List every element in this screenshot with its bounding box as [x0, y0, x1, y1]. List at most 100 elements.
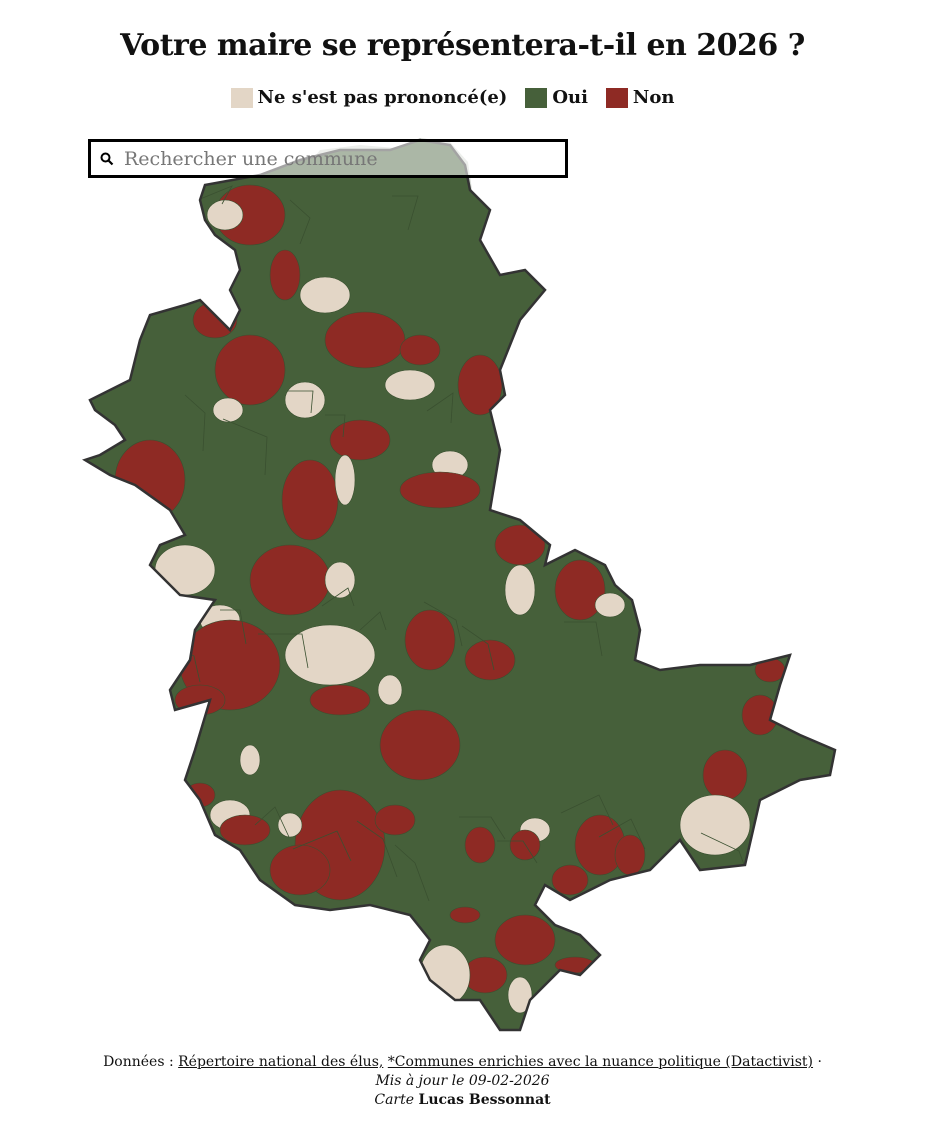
search-box[interactable] — [88, 139, 568, 178]
commune-undecided[interactable] — [594, 592, 626, 618]
commune-no[interactable] — [399, 334, 441, 366]
commune-no[interactable] — [192, 301, 238, 339]
commune-boundary — [598, 818, 646, 850]
commune-no[interactable] — [399, 471, 481, 509]
commune-undecided[interactable] — [679, 794, 751, 856]
commune-undecided[interactable] — [504, 564, 536, 616]
commune-no[interactable] — [404, 609, 456, 671]
commune-no[interactable] — [329, 419, 391, 461]
legend-item-yes: Oui — [525, 87, 588, 108]
commune-no[interactable] — [554, 559, 606, 621]
commune-undecided[interactable] — [324, 561, 356, 599]
commune-undecided[interactable] — [277, 812, 303, 838]
commune-boundary — [732, 380, 778, 412]
legend-swatch — [525, 87, 548, 108]
commune-boundary — [292, 830, 352, 862]
commune-boundary — [770, 404, 810, 436]
commune-no[interactable] — [269, 844, 331, 896]
search-icon — [100, 152, 114, 165]
commune-boundary — [633, 211, 667, 257]
commune-no[interactable] — [174, 684, 226, 716]
commune-boundary — [356, 820, 398, 878]
commune-boundary — [220, 609, 247, 645]
commune-no[interactable] — [374, 804, 416, 836]
commune-boundary — [560, 794, 614, 826]
commune-undecided[interactable] — [154, 544, 216, 596]
commune-boundary — [595, 187, 635, 233]
footer: Données : Répertoire national des élus, … — [0, 1053, 925, 1110]
legend-label: Ne s'est pas prononcé(e) — [257, 87, 508, 108]
commune-undecided[interactable] — [284, 381, 326, 419]
commune-boundary — [423, 601, 463, 647]
commune-boundary — [287, 390, 314, 414]
commune-boundary — [736, 207, 775, 243]
commune-no[interactable] — [281, 459, 339, 541]
commune-undecided[interactable] — [212, 397, 244, 423]
commune-undecided[interactable] — [284, 624, 376, 686]
commune-boundary — [461, 625, 495, 671]
commune-undecided[interactable] — [334, 454, 356, 506]
commune-boundary — [254, 806, 290, 838]
commune-boundary — [184, 394, 206, 452]
commune-no[interactable] — [464, 826, 496, 864]
department-border — [82, 138, 837, 1032]
commune-undecided[interactable] — [299, 276, 351, 314]
commune-no[interactable] — [309, 684, 371, 716]
commune-boundary — [153, 828, 212, 852]
credit-author: Lucas Bessonnat — [418, 1092, 551, 1108]
commune-no[interactable] — [269, 249, 301, 301]
commune-boundary — [325, 414, 346, 438]
commune-boundary — [497, 840, 538, 864]
commune-boundary — [187, 185, 233, 205]
commune-undecided[interactable] — [206, 199, 244, 231]
source-link-datactivist[interactable]: *Communes enrichies avec la nuance polit… — [387, 1054, 814, 1070]
search-input[interactable] — [122, 146, 556, 171]
commune-boundary — [289, 199, 311, 245]
commune-no[interactable] — [379, 709, 461, 781]
commune-boundary — [531, 197, 559, 217]
data-label: Données : — [103, 1054, 174, 1070]
legend: Ne s'est pas prononcé(e) Oui Non — [0, 87, 905, 108]
commune-no[interactable] — [509, 829, 541, 861]
commune-boundary — [426, 392, 454, 424]
separator: · — [817, 1054, 822, 1070]
commune-boundary — [359, 611, 387, 631]
commune-undecided[interactable] — [239, 744, 261, 776]
commune-no[interactable] — [551, 864, 589, 896]
commune-boundary — [222, 418, 268, 476]
commune-boundary — [392, 195, 419, 231]
source-link-rne[interactable]: Répertoire national des élus, — [178, 1054, 384, 1070]
update-date: Mis à jour le 09-02-2026 — [375, 1073, 550, 1089]
commune-no[interactable] — [702, 749, 748, 801]
commune-undecided[interactable] — [377, 674, 403, 706]
commune-no[interactable] — [494, 524, 546, 566]
commune-undecided[interactable] — [384, 369, 436, 401]
commune-boundary — [665, 599, 711, 619]
credit-label: Carte — [374, 1092, 415, 1108]
commune-boundary — [394, 844, 430, 902]
legend-label: Oui — [552, 87, 588, 108]
commune-no[interactable] — [614, 834, 646, 876]
commune-no[interactable] — [249, 544, 331, 616]
commune-no[interactable] — [494, 914, 556, 966]
commune-no[interactable] — [324, 311, 406, 369]
commune-boundary — [767, 613, 819, 659]
legend-swatch — [230, 87, 253, 108]
commune-boundary — [321, 587, 355, 607]
commune-boundary — [698, 183, 743, 219]
commune-boundary — [669, 426, 702, 450]
commune-boundary — [631, 402, 670, 426]
commune-undecided[interactable] — [507, 976, 533, 1014]
commune-no[interactable] — [464, 639, 516, 681]
commune-boundary — [564, 621, 603, 657]
commune-no[interactable] — [214, 334, 286, 406]
page-title: Votre maire se représentera-t-il en 2026… — [120, 28, 805, 63]
commune-no[interactable] — [219, 814, 271, 846]
legend-swatch — [605, 87, 628, 108]
commune-boundary — [258, 633, 309, 669]
commune-boundary — [528, 406, 562, 464]
legend-label: Non — [632, 87, 675, 108]
commune-boundary — [459, 816, 506, 840]
legend-item-no: Non — [605, 87, 675, 108]
commune-no[interactable] — [449, 906, 481, 924]
